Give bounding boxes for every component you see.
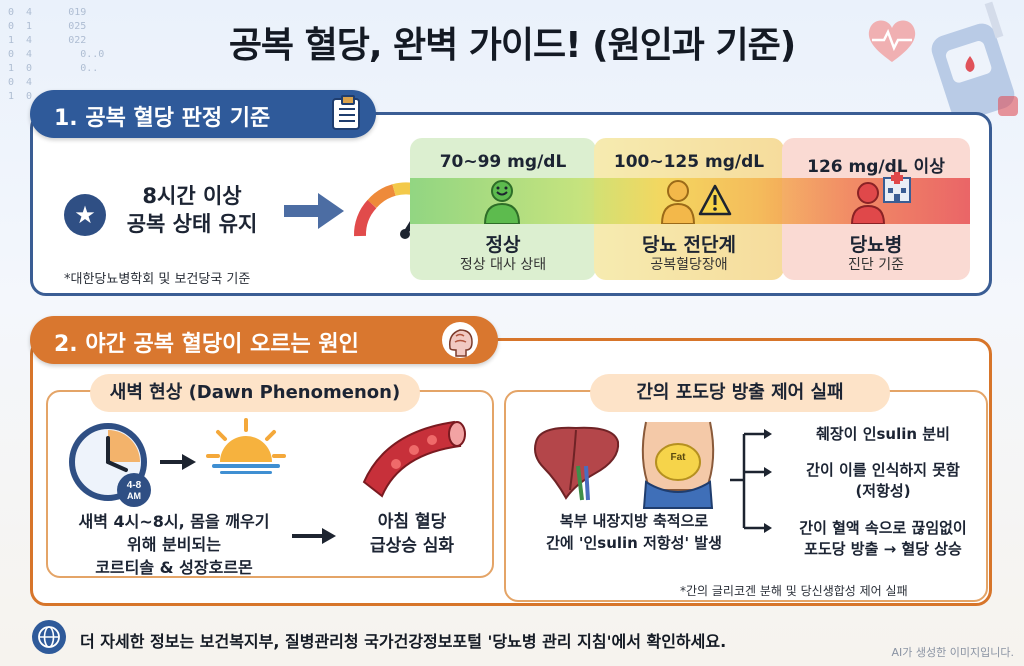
liver-step-2-line1: 간이 이를 인식하지 못함 — [806, 461, 960, 479]
fasting-condition-line1: 8시간 이상 — [142, 184, 242, 208]
glucose-meter-icon — [931, 1, 1018, 121]
brain-icon — [442, 322, 478, 358]
dawn-cause-line1: 새벽 4시~8시, 몸을 깨우기 — [78, 512, 270, 531]
arrow-right-icon — [284, 193, 344, 229]
clipboard-icon — [332, 95, 360, 130]
neutral-person-icon — [660, 180, 696, 224]
dawn-phenomenon-title: 새벽 현상 (Dawn Phenomenon) — [90, 374, 420, 412]
clock-badge-am: AM — [127, 491, 141, 501]
clock-badge-hours: 4-8 — [127, 480, 142, 491]
ai-generated-note: AI가 생성한 이미지입니다. — [891, 646, 1014, 659]
zone-prediabetes-range: 100~125 mg/dL — [613, 152, 765, 172]
dawn-effect-line2: 급상승 심화 — [369, 536, 455, 556]
zone-normal-range: 70~99 mg/dL — [439, 152, 567, 172]
zone-prediabetes-sub: 공복혈당장애 — [650, 257, 728, 273]
blood-vessel-icon — [362, 420, 466, 498]
hospital-icon — [883, 172, 911, 203]
liver-cause-line1: 복부 내장지방 축적으로 — [559, 512, 709, 530]
fasting-condition-line2: 공복 상태 유지 — [126, 212, 258, 236]
liver-icon — [534, 426, 620, 501]
liver-step-3-line1: 간이 혈액 속으로 끊임없이 — [799, 519, 967, 537]
branch-bracket — [730, 429, 772, 533]
zone-diabetes-sub: 진단 기준 — [848, 257, 904, 273]
globe-icon — [32, 620, 66, 654]
criteria-footnote: *대한당뇨병학회 및 보건당국 기준 — [64, 272, 251, 287]
patient-person-icon — [850, 182, 886, 224]
heart-pulse-icon — [868, 20, 916, 62]
liver-step-2-line2: (저항성) — [855, 482, 911, 500]
liver-step-3: 간이 혈액 속으로 끊임없이 포도당 방출 → 혈당 상승 — [768, 518, 998, 560]
arrow-right-icon — [292, 528, 336, 544]
zone-normal-sub: 정상 대사 상태 — [459, 257, 547, 273]
background-digits-decoration: 0 4 019 0 1 025 1 4 022 0 4 0..0 1 0 0..… — [8, 7, 105, 102]
dawn-effect-text: 아침 혈당 급상승 심화 — [334, 510, 490, 558]
zone-diabetes-range: 126 mg/dL 이상 — [807, 157, 945, 177]
section1-heading: 1. 공복 혈당 판정 기준 — [30, 90, 376, 138]
liver-cause-line2: 간에 '인sulin 저항성' 발생 — [546, 534, 722, 552]
page-title: 공복 혈당, 완벽 가이드! (원인과 기준) — [228, 25, 796, 66]
section2-heading-text: 2. 야간 공복 혈당이 오르는 원인 — [54, 332, 359, 357]
liver-cause-text: 복부 내장지방 축적으로 간에 '인sulin 저항성' 발생 — [514, 510, 754, 554]
abdominal-fat-icon: Fat — [641, 421, 715, 509]
star-icon: ★ — [64, 194, 106, 236]
zone-diabetes-label: 당뇨병 — [849, 234, 903, 256]
arrow-right-icon — [160, 454, 196, 470]
fat-label: Fat — [671, 452, 687, 463]
liver-failure-title: 간의 포도당 방출 제어 실패 — [590, 374, 890, 412]
zone-prediabetes-label: 당뇨 전단계 — [641, 234, 736, 256]
footer-info-text: 더 자세한 정보는 보건복지부, 질병관리청 국가건강정보포털 '당뇨병 관리 … — [80, 632, 727, 651]
liver-footnote: *간의 글리코겐 분해 및 당신생합성 제어 실패 — [680, 584, 908, 598]
dawn-cause-text: 새벽 4시~8시, 몸을 깨우기 위해 분비되는 코르티솔 & 성장호르몬 — [60, 510, 288, 579]
happy-person-icon — [483, 180, 521, 224]
zone-normal-label: 정상 — [485, 234, 521, 256]
warning-icon — [698, 184, 732, 216]
liver-step-1-line1: 췌장이 인sulin 분비 — [816, 425, 950, 443]
fasting-condition: 8시간 이상 공복 상태 유지 — [112, 182, 272, 238]
liver-step-2: 간이 이를 인식하지 못함 (저항성) — [768, 460, 998, 502]
clock-icon: 4-8 AM — [69, 423, 151, 507]
dawn-effect-line1: 아침 혈당 — [377, 512, 447, 532]
dawn-cause-line2: 위해 분비되는 — [127, 535, 221, 554]
dawn-cause-line3: 코르티솔 & 성장호르몬 — [95, 558, 253, 577]
section1-heading-text: 1. 공복 혈당 판정 기준 — [54, 106, 271, 131]
section2-heading: 2. 야간 공복 혈당이 오르는 원인 — [30, 316, 498, 364]
liver-step-1: 췌장이 인sulin 분비 — [768, 424, 998, 445]
sunrise-icon — [206, 418, 286, 474]
liver-step-3-line2: 포도당 방출 → 혈당 상승 — [804, 540, 962, 558]
